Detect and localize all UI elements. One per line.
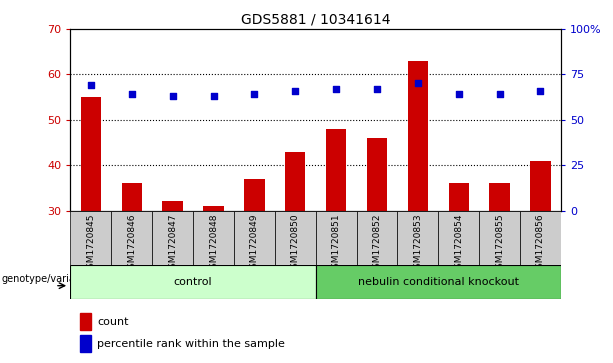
- Bar: [326, 129, 346, 211]
- Point: [208, 93, 218, 99]
- Bar: [489, 183, 510, 211]
- Point: [372, 86, 382, 92]
- Bar: [275, 211, 316, 265]
- Bar: [479, 211, 520, 265]
- Bar: [397, 211, 438, 265]
- Text: GSM1720847: GSM1720847: [168, 213, 177, 274]
- Bar: [70, 265, 316, 299]
- Bar: [530, 160, 550, 211]
- Bar: [152, 211, 193, 265]
- Point: [86, 82, 96, 88]
- Bar: [112, 211, 152, 265]
- Bar: [316, 211, 357, 265]
- Point: [168, 93, 178, 99]
- Point: [291, 88, 300, 94]
- Text: GSM1720848: GSM1720848: [209, 213, 218, 274]
- Point: [495, 91, 504, 97]
- Bar: [367, 138, 387, 211]
- Text: count: count: [97, 317, 129, 327]
- Bar: [70, 211, 112, 265]
- Bar: [204, 206, 224, 211]
- Bar: [162, 201, 183, 211]
- Bar: [80, 313, 91, 330]
- Bar: [438, 211, 479, 265]
- Point: [536, 88, 546, 94]
- Text: GSM1720852: GSM1720852: [373, 213, 381, 274]
- Bar: [234, 211, 275, 265]
- Point: [331, 86, 341, 92]
- Bar: [81, 97, 101, 211]
- Point: [127, 91, 137, 97]
- Text: percentile rank within the sample: percentile rank within the sample: [97, 339, 285, 349]
- Bar: [80, 335, 91, 352]
- Text: GSM1720850: GSM1720850: [291, 213, 300, 274]
- Text: GSM1720856: GSM1720856: [536, 213, 545, 274]
- Bar: [357, 211, 397, 265]
- Text: genotype/variation: genotype/variation: [1, 274, 94, 284]
- Point: [249, 91, 259, 97]
- Bar: [121, 183, 142, 211]
- Text: GSM1720855: GSM1720855: [495, 213, 504, 274]
- Text: GSM1720854: GSM1720854: [454, 213, 463, 274]
- Text: GSM1720853: GSM1720853: [413, 213, 422, 274]
- Text: GSM1720846: GSM1720846: [128, 213, 136, 274]
- Text: GSM1720845: GSM1720845: [86, 213, 96, 274]
- Point: [454, 91, 463, 97]
- Text: control: control: [173, 277, 213, 287]
- Bar: [285, 151, 305, 211]
- Bar: [449, 183, 469, 211]
- Bar: [520, 211, 561, 265]
- Text: nebulin conditional knockout: nebulin conditional knockout: [358, 277, 519, 287]
- Text: GSM1720849: GSM1720849: [250, 213, 259, 274]
- Text: GSM1720851: GSM1720851: [332, 213, 341, 274]
- Title: GDS5881 / 10341614: GDS5881 / 10341614: [241, 12, 390, 26]
- Point: [413, 81, 423, 86]
- Bar: [193, 211, 234, 265]
- Bar: [316, 265, 561, 299]
- Bar: [244, 179, 265, 211]
- Bar: [408, 61, 428, 211]
